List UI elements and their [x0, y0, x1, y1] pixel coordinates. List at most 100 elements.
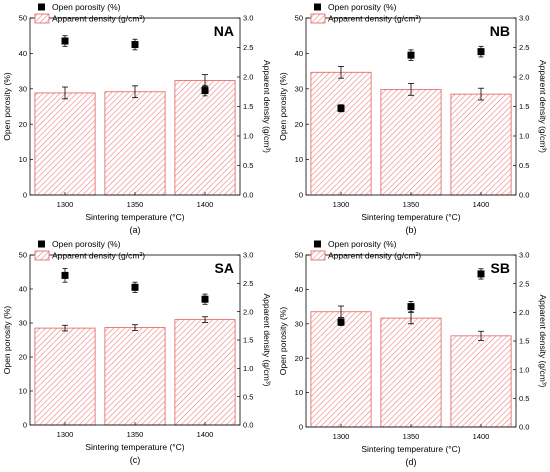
right-axis-title: Apparent density (g/cm³) [262, 60, 272, 153]
density-error-bar [338, 65, 344, 79]
panel-caption: (a) [130, 225, 141, 235]
left-tick-label: 0 [23, 421, 27, 430]
porosity-point [337, 104, 345, 112]
left-tick-label: 20 [19, 120, 27, 129]
x-axis-title: Sintering temperature (°C) [361, 444, 460, 454]
porosity-point [201, 295, 209, 303]
left-tick-label: 30 [295, 84, 303, 93]
right-tick-label: 2.5 [519, 279, 529, 288]
right-tick-label: 1.0 [243, 364, 253, 373]
density-bar [310, 311, 372, 428]
legend-marker-porosity [314, 240, 321, 248]
chart-panel-sa: 0 10 20 30 40 50 0.0 0.5 1.0 1.5 2.0 2.5 3.0 1300 1350… [2, 239, 272, 465]
legend-swatch-density [34, 250, 50, 261]
legend-swatch-density [310, 250, 326, 261]
density-error-bar [62, 86, 68, 100]
right-axis-title: Apparent density (g/cm³) [262, 293, 272, 386]
density-error-bar [408, 311, 414, 325]
density-bar [380, 317, 442, 428]
left-tick-label: 0 [299, 423, 303, 432]
right-tick-label: 2.5 [243, 43, 253, 52]
left-axis-title: Open porosity (%) [278, 307, 288, 376]
legend-label-density: Apparent density (g/cm³) [52, 251, 145, 261]
legend-swatch-density [310, 13, 326, 24]
x-tick-label: 1400 [197, 430, 214, 439]
legend-label-density: Apparent density (g/cm³) [52, 14, 145, 24]
density-error-bar [62, 324, 68, 332]
right-tick-label: 3.0 [519, 251, 529, 260]
right-tick-label: 1.0 [519, 132, 529, 141]
porosity-point [477, 270, 485, 278]
density-error-bar [478, 87, 484, 101]
right-axis-title: Apparent density (g/cm³) [538, 60, 548, 153]
legend-label-porosity: Open porosity (%) [328, 239, 397, 249]
right-tick-label: 3.0 [243, 14, 253, 23]
legend-label-density: Apparent density (g/cm³) [328, 251, 421, 261]
porosity-point [131, 41, 139, 49]
porosity-point [61, 271, 69, 279]
left-axis-title: Open porosity (%) [2, 72, 12, 141]
right-tick-label: 2.5 [519, 43, 529, 52]
left-tick-label: 50 [19, 251, 27, 260]
density-bar [34, 327, 96, 426]
porosity-point [407, 303, 415, 311]
left-axis-title: Open porosity (%) [2, 306, 12, 375]
x-tick-label: 1350 [127, 430, 144, 439]
legend: Open porosity (%) Apparent density (g/cm³… [310, 239, 421, 261]
porosity-point [477, 48, 485, 56]
left-tick-label: 30 [19, 319, 27, 328]
density-error-bar [202, 316, 208, 323]
legend-swatch-density [34, 13, 50, 24]
chart-panel-nb: 0 10 20 30 40 50 0.0 0.5 1.0 1.5 2.0 2.5 3.0 1300 1350… [278, 2, 548, 235]
right-tick-label: 1.5 [519, 337, 529, 346]
legend: Open porosity (%) Apparent density (g/cm³… [34, 2, 145, 24]
density-bar [380, 88, 442, 196]
left-tick-label: 10 [19, 155, 27, 164]
chart-panel-sb: 0 10 20 30 40 50 0.0 0.5 1.0 1.5 2.0 2.5 3.0 1300 1350… [278, 239, 548, 467]
left-tick-label: 30 [19, 84, 27, 93]
right-tick-label: 2.5 [243, 279, 253, 288]
right-tick-label: 0.5 [519, 394, 529, 403]
panel-caption: (c) [130, 455, 141, 465]
right-tick-label: 0.0 [243, 191, 253, 200]
density-bar [34, 92, 96, 196]
porosity-point [131, 283, 139, 291]
left-tick-label: 50 [295, 251, 303, 260]
right-tick-label: 1.5 [243, 102, 253, 111]
panel-label: SA [215, 260, 234, 276]
right-tick-label: 2.0 [243, 307, 253, 316]
legend-label-density: Apparent density (g/cm³) [328, 14, 421, 24]
left-axis-title: Open porosity (%) [278, 72, 288, 141]
panel-caption: (d) [406, 457, 417, 467]
density-error-bar [132, 85, 138, 99]
x-tick-label: 1300 [333, 200, 350, 209]
left-tick-label: 40 [19, 49, 27, 58]
density-bar [450, 335, 512, 428]
panel-label: NB [490, 23, 510, 39]
right-tick-label: 1.5 [519, 102, 529, 111]
density-bar [174, 319, 236, 426]
x-tick-label: 1300 [333, 432, 350, 441]
left-tick-label: 20 [295, 354, 303, 363]
x-tick-label: 1350 [403, 200, 420, 209]
density-error-bar [408, 83, 414, 96]
right-tick-label: 0.5 [243, 161, 253, 170]
density-error-bar [478, 330, 484, 341]
porosity-point [201, 87, 209, 95]
x-tick-label: 1400 [197, 200, 214, 209]
left-tick-label: 10 [19, 387, 27, 396]
legend-marker-porosity [314, 3, 321, 11]
panel-label: NA [214, 23, 234, 39]
density-bar [104, 91, 166, 196]
right-tick-label: 0.0 [519, 423, 529, 432]
right-tick-label: 0.5 [243, 392, 253, 401]
porosity-point [407, 51, 415, 59]
right-tick-label: 3.0 [243, 251, 253, 260]
density-error-bar [338, 305, 344, 318]
x-axis-title: Sintering temperature (°C) [85, 212, 184, 222]
x-axis-title: Sintering temperature (°C) [361, 212, 460, 222]
left-tick-label: 10 [295, 155, 303, 164]
right-tick-label: 3.0 [519, 14, 529, 23]
left-tick-label: 0 [299, 191, 303, 200]
